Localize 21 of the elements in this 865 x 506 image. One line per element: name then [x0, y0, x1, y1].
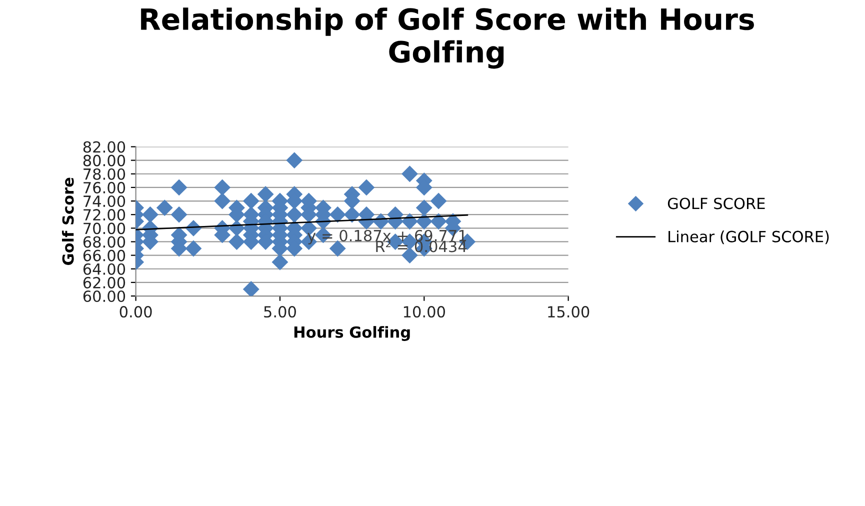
y-tick-label: 80.00: [83, 154, 126, 166]
x-tick-label: 10.00: [404, 306, 445, 318]
x-tick-label: 5.00: [264, 306, 296, 318]
y-tick-label: 66.00: [83, 250, 126, 262]
x-tick-label: 15.00: [548, 306, 590, 318]
y-tick-label: 70.00: [84, 222, 126, 234]
y-tick-label: 64.00: [83, 263, 126, 275]
y-tick-label: 62.00: [83, 276, 126, 288]
y-tick-label: 74.00: [84, 195, 126, 208]
x-tick-label: 0.00: [120, 306, 152, 318]
y-tick-label: 82.00: [83, 141, 126, 153]
x-axis-title: Hours Golfing: [294, 326, 410, 341]
y-tick-label: 60.00: [83, 290, 126, 302]
y-axis-title: Golf Score: [62, 178, 74, 265]
y-tick-label: 78.00: [84, 168, 126, 180]
y-tick-label: 72.00: [84, 209, 126, 221]
chart-title: Relationship of Golf Score with Hours Golfing: [141, 8, 754, 69]
y-tick-label: 68.00: [83, 236, 126, 248]
y-tick-label: 76.00: [84, 182, 126, 194]
legend-label: Linear (GOLF SCORE): [668, 230, 829, 244]
legend-label: GOLF SCORE: [668, 198, 765, 210]
